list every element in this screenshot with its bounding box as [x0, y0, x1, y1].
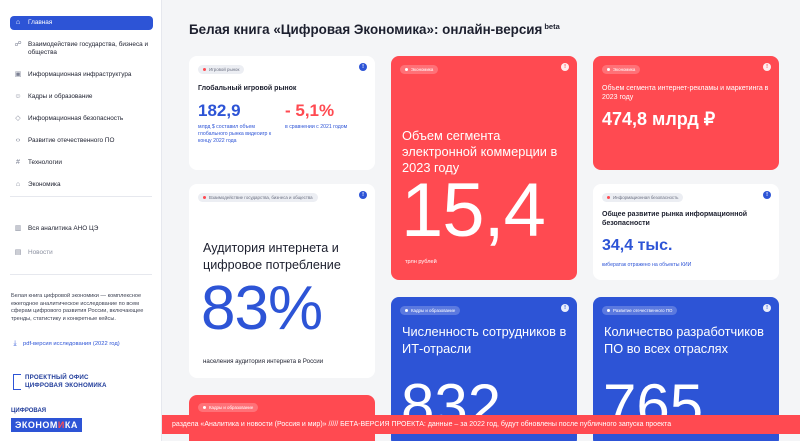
stat-value: 474,8 млрд ₽: [602, 109, 716, 129]
sidebar-item-security[interactable]: ◇ Информационная безопасность: [10, 112, 153, 126]
dot-icon: [203, 68, 206, 71]
sidebar-item-label: Главная: [28, 19, 53, 26]
dot-icon: [607, 309, 610, 312]
code-icon: ‹›: [15, 137, 21, 144]
network-icon: ▣: [14, 71, 22, 78]
category-tag[interactable]: Развитие отечественного ПО: [602, 306, 678, 315]
card-internet-ads[interactable]: Экономика ! Объем сегмента интернет-рекл…: [593, 56, 779, 170]
sidebar-item-technologies[interactable]: # Технологии: [10, 156, 153, 170]
sidebar-item-label: Информационная безопасность: [28, 115, 124, 122]
pdf-link-label: pdf-версия исследования (2022 год): [23, 341, 120, 347]
digital-economy-logo-top: ЦИФРОВАЯ: [11, 408, 47, 414]
card-internet-audience[interactable]: Взаимодействие государства, бизнеса и об…: [189, 184, 375, 378]
chart-icon: ▥: [14, 225, 22, 232]
sidebar: ⌂ Главная ☍ Взаимодействие государства, …: [0, 0, 162, 441]
sidebar-item-infrastructure[interactable]: ▣ Информационная инфраструктура: [10, 68, 153, 82]
info-icon[interactable]: !: [763, 63, 771, 71]
store-icon: ⌂: [15, 181, 21, 188]
users-icon: ☺: [14, 93, 22, 100]
dot-icon: [607, 196, 610, 199]
stat-unit: кибератак отражено на объекты КИИ: [602, 262, 692, 268]
info-icon[interactable]: !: [359, 63, 367, 71]
download-icon: ⤓: [13, 340, 17, 347]
category-tag[interactable]: Кадры и образование: [198, 403, 259, 412]
stat-unit: трлн рублей: [405, 259, 437, 265]
home-icon: ⌂: [15, 19, 21, 26]
card-title: Объем сегмента интернет-рекламы и маркет…: [602, 85, 769, 101]
shield-icon: ◇: [15, 115, 21, 122]
stat-value: 34,4 тыс.: [602, 237, 673, 254]
beta-badge: beta: [544, 22, 560, 31]
info-icon[interactable]: !: [763, 304, 771, 312]
sidebar-nav: ⌂ Главная ☍ Взаимодействие государства, …: [0, 0, 161, 192]
stat-value: 15,4: [401, 168, 546, 253]
about-text: Белая книга цифровой экономики — комплек…: [11, 293, 144, 322]
info-icon[interactable]: !: [561, 63, 569, 71]
sidebar-item-label: Экономика: [28, 181, 61, 188]
sidebar-item-analytics[interactable]: ▥ Вся аналитика АНО ЦЭ: [10, 222, 154, 236]
news-ticker: раздела «Аналитика и новости (Россия и м…: [162, 415, 800, 434]
sidebar-item-label: Вся аналитика АНО ЦЭ: [28, 225, 99, 232]
card-title: Аудитория интернета и цифровое потреблен…: [203, 241, 341, 272]
sidebar-item-economy[interactable]: ⌂ Экономика: [10, 178, 153, 192]
sidebar-item-home[interactable]: ⌂ Главная: [10, 16, 153, 30]
sidebar-secondary-nav: ▥ Вся аналитика АНО ЦЭ ▤ Новости: [0, 222, 162, 260]
dot-icon: [203, 196, 206, 199]
project-office-logo[interactable]: ПРОЕКТНЫЙ ОФИС ЦИФРОВАЯ ЭКОНОМИКА: [13, 374, 107, 390]
pdf-download-link[interactable]: ⤓ pdf-версия исследования (2022 год): [11, 340, 120, 348]
category-tag[interactable]: Взаимодействие государства, бизнеса и об…: [198, 193, 318, 202]
sidebar-item-label: Развитие отечественного ПО: [28, 137, 115, 144]
digital-economy-logo-bottom: ЭКОНОМИКА: [11, 418, 82, 432]
card-title: Глобальный игровой рынок: [198, 85, 297, 92]
news-icon: ▤: [14, 249, 22, 256]
sidebar-item-label: Кадры и образование: [28, 93, 93, 100]
stat-unit: населения аудитория интернета в России: [203, 358, 324, 365]
stat-change: - 5,1%: [285, 101, 335, 120]
stat-value: 182,9: [198, 101, 241, 120]
logo-mark-icon: [13, 374, 21, 390]
info-icon[interactable]: !: [359, 191, 367, 199]
card-ecommerce[interactable]: Экономика ! Объем сегмента электронной к…: [391, 56, 577, 280]
dot-icon: [405, 68, 408, 71]
dot-icon: [607, 68, 610, 71]
sidebar-item-label: Новости: [28, 249, 53, 256]
sidebar-item-label: Взаимодействие государства, бизнеса и об…: [28, 41, 149, 56]
stat-caption: млрд $ составил объем глобального рынка …: [198, 124, 272, 144]
hash-icon: #: [16, 159, 20, 166]
page-title: Белая книга «Цифровая Экономика»: онлайн…: [189, 22, 560, 37]
sidebar-item-label: Информационная инфраструктура: [28, 71, 132, 78]
dot-icon: [203, 406, 206, 409]
sidebar-item-news[interactable]: ▤ Новости: [10, 246, 154, 260]
sidebar-item-society[interactable]: ☍ Взаимодействие государства, бизнеса и …: [10, 38, 153, 60]
card-games-market[interactable]: Игровой рынок ! Глобальный игровой рынок…: [189, 56, 375, 170]
digital-economy-logo[interactable]: ЦИФРОВАЯ ЭКОНОМИКА: [11, 408, 82, 433]
category-tag[interactable]: Кадры и образование: [400, 306, 461, 315]
category-tag[interactable]: Экономика: [602, 65, 641, 74]
sidebar-item-education[interactable]: ☺ Кадры и образование: [10, 90, 153, 104]
card-infosec[interactable]: Информационная безопасность ! Общее разв…: [593, 184, 779, 280]
category-tag[interactable]: Экономика: [400, 65, 439, 74]
dot-icon: [405, 309, 408, 312]
people-icon: ☍: [14, 41, 22, 48]
project-office-logo-text: ПРОЕКТНЫЙ ОФИС ЦИФРОВАЯ ЭКОНОМИКА: [25, 374, 107, 389]
sidebar-item-label: Технологии: [28, 159, 62, 166]
stat-caption: в сравнении с 2021 годом: [285, 124, 348, 130]
sidebar-divider: [10, 274, 152, 275]
card-title: Численность сотрудников в ИТ-отрасли: [402, 324, 567, 356]
stat-value: 83%: [201, 274, 323, 343]
sidebar-item-software[interactable]: ‹› Развитие отечественного ПО: [10, 134, 153, 148]
card-title: Общее развитие рынка информационной безо…: [602, 211, 748, 227]
info-icon[interactable]: !: [561, 304, 569, 312]
category-tag[interactable]: Игровой рынок: [198, 65, 245, 74]
card-title: Объем сегмента электронной коммерции в 2…: [402, 128, 558, 175]
sidebar-divider: [10, 196, 152, 197]
category-tag[interactable]: Информационная безопасность: [602, 193, 684, 202]
card-title: Количество разработчиков ПО во всех отра…: [604, 324, 764, 356]
info-icon[interactable]: !: [763, 191, 771, 199]
